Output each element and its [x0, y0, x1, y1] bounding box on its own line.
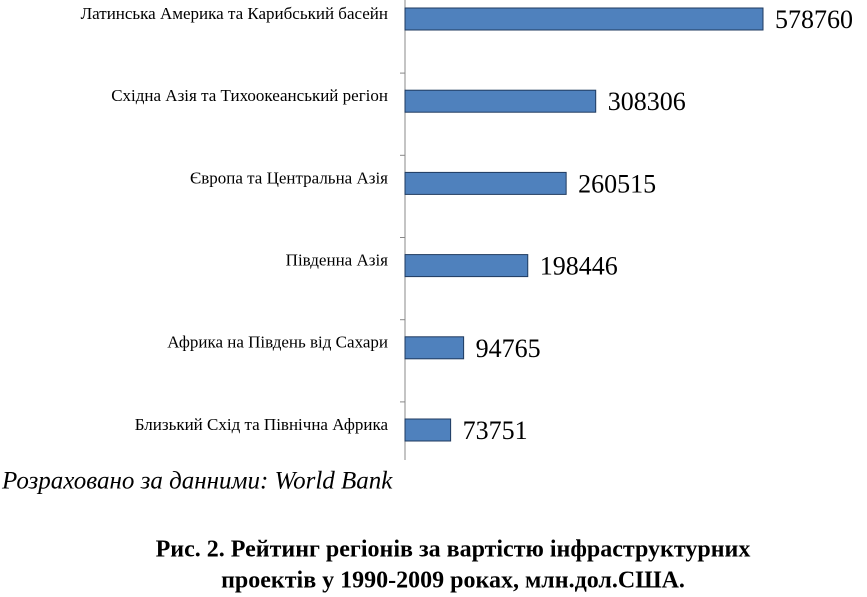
bar — [404, 89, 597, 113]
value-label: 260515 — [578, 169, 656, 198]
bar — [404, 254, 529, 278]
category-label: Східна Азія та Тихоокеанський регіон — [111, 86, 388, 105]
caption-line: Рис. 2. Рейтинг регіонів за вартістю інф… — [156, 537, 751, 563]
category-label: Європа та Центральна Азія — [190, 168, 388, 187]
value-label: 578760 — [775, 5, 853, 34]
bar — [404, 171, 567, 195]
caption-line: проектів у 1990-2009 роках, млн.дол.США. — [221, 568, 685, 594]
source-note: Розраховано за данними: World Bank — [1, 468, 393, 495]
category-label: Південна Азія — [286, 251, 389, 270]
category-label: Африка на Південь від Сахари — [167, 333, 388, 352]
category-label: Латинська Америка та Карибський басейн — [81, 4, 388, 23]
bar — [404, 418, 452, 442]
bar — [404, 7, 764, 31]
value-label: 73751 — [463, 416, 528, 445]
category-label: Близький Схід та Північна Африка — [135, 415, 389, 434]
value-label: 308306 — [608, 87, 686, 116]
bar — [404, 336, 465, 360]
value-label: 198446 — [540, 252, 618, 281]
value-label: 94765 — [476, 334, 541, 363]
